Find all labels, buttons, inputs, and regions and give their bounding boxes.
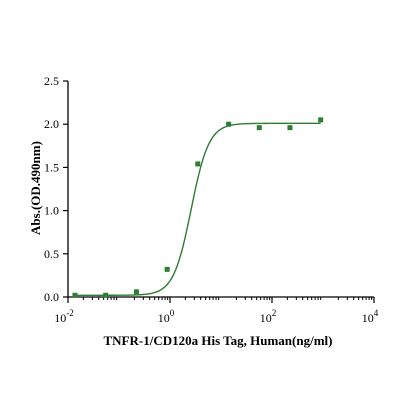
x-tick-label: 102 — [260, 308, 277, 325]
data-point — [226, 121, 232, 127]
y-tick-label: 0.0 — [44, 290, 59, 304]
x-axis-label: TNFR-1/CD120a His Tag, Human(ng/ml) — [104, 333, 333, 348]
data-point — [256, 125, 262, 131]
x-axis-ticks: 10-2 100 102 104 — [54, 297, 379, 325]
x-tick-label: 104 — [362, 308, 379, 325]
data-point — [133, 289, 139, 295]
y-tick-label: 2.5 — [44, 74, 59, 88]
data-point — [164, 266, 170, 272]
data-point — [72, 292, 78, 298]
y-tick-label: 1.0 — [44, 204, 59, 218]
y-tick-label: 1.5 — [44, 160, 59, 174]
y-tick-label: 0.5 — [44, 247, 59, 261]
data-point — [318, 117, 324, 123]
axes — [67, 81, 374, 298]
data-point — [287, 125, 293, 131]
y-axis-ticks: 0.0 0.5 1.0 1.5 2.0 2.5 — [44, 74, 68, 304]
data-point — [103, 292, 109, 298]
y-axis-label: Abs.(OD.490nm) — [28, 141, 43, 235]
data-points — [72, 117, 324, 298]
x-tick-label: 100 — [158, 308, 175, 325]
fit-curve — [74, 122, 321, 296]
y-tick-label: 2.0 — [44, 117, 59, 131]
x-tick-label: 10-2 — [54, 308, 74, 325]
data-point — [195, 161, 201, 167]
